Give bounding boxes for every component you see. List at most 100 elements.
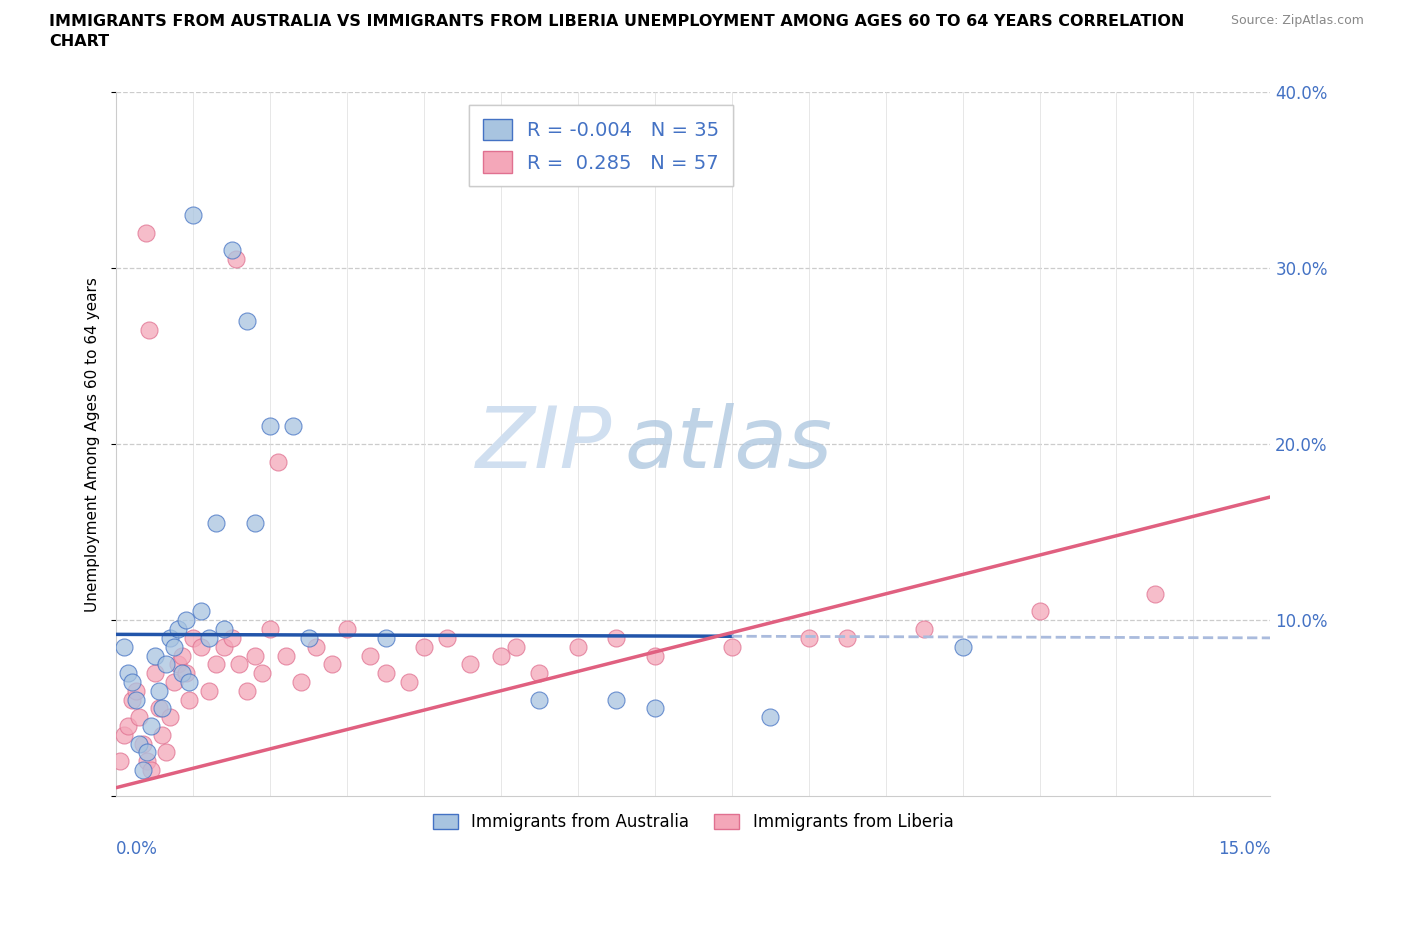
Point xyxy=(174,666,197,681)
Point xyxy=(152,701,174,716)
Text: atlas: atlas xyxy=(624,403,832,485)
Point xyxy=(243,516,266,531)
Point xyxy=(283,419,305,434)
Point xyxy=(112,727,135,742)
Point xyxy=(1143,587,1166,602)
Point xyxy=(205,516,228,531)
Text: 0.0%: 0.0% xyxy=(117,841,157,858)
Point xyxy=(205,657,228,671)
Point xyxy=(181,631,204,645)
Point xyxy=(259,419,281,434)
Point xyxy=(374,631,396,645)
Point xyxy=(489,648,512,663)
Point xyxy=(221,243,243,258)
Point xyxy=(644,701,666,716)
Text: Source: ZipAtlas.com: Source: ZipAtlas.com xyxy=(1230,14,1364,27)
Point xyxy=(152,727,174,742)
Point xyxy=(290,674,312,689)
Point xyxy=(243,648,266,663)
Point xyxy=(529,692,551,707)
Point xyxy=(139,763,162,777)
Point xyxy=(221,631,243,645)
Point xyxy=(134,225,156,240)
Point xyxy=(505,639,527,654)
Point xyxy=(321,657,343,671)
Legend: R = -0.004   N = 35, R =  0.285   N = 57: R = -0.004 N = 35, R = 0.285 N = 57 xyxy=(470,105,733,186)
Point xyxy=(952,639,974,654)
Point xyxy=(143,648,166,663)
Point xyxy=(148,701,170,716)
Point xyxy=(236,313,259,328)
Point xyxy=(159,631,181,645)
Point xyxy=(136,754,159,769)
Point xyxy=(159,710,181,724)
Point xyxy=(720,639,742,654)
Text: CHART: CHART xyxy=(49,34,110,49)
Point xyxy=(132,763,155,777)
Point xyxy=(163,674,186,689)
Point xyxy=(166,657,188,671)
Point xyxy=(190,604,212,618)
Point xyxy=(529,666,551,681)
Point xyxy=(124,692,146,707)
Point xyxy=(267,454,290,469)
Point xyxy=(197,684,219,698)
Point xyxy=(336,621,359,636)
Point xyxy=(132,737,155,751)
Point xyxy=(359,648,381,663)
Text: 15.0%: 15.0% xyxy=(1218,841,1271,858)
Point xyxy=(436,631,458,645)
Point xyxy=(252,666,274,681)
Point xyxy=(121,692,143,707)
Point xyxy=(236,684,259,698)
Point xyxy=(225,252,247,267)
Point xyxy=(305,639,328,654)
Point xyxy=(138,322,160,337)
Point xyxy=(567,639,589,654)
Point xyxy=(128,737,150,751)
Point xyxy=(605,692,627,707)
Point xyxy=(413,639,436,654)
Point xyxy=(212,639,235,654)
Point xyxy=(212,621,235,636)
Point xyxy=(759,710,782,724)
Point xyxy=(274,648,297,663)
Point xyxy=(166,621,188,636)
Point xyxy=(228,657,250,671)
Point xyxy=(797,631,820,645)
Point xyxy=(174,613,197,628)
Point xyxy=(458,657,481,671)
Point xyxy=(117,666,139,681)
Text: ZIP: ZIP xyxy=(477,403,613,485)
Point xyxy=(170,666,193,681)
Point xyxy=(139,719,162,734)
Point xyxy=(644,648,666,663)
Point xyxy=(143,666,166,681)
Point xyxy=(837,631,859,645)
Text: IMMIGRANTS FROM AUSTRALIA VS IMMIGRANTS FROM LIBERIA UNEMPLOYMENT AMONG AGES 60 : IMMIGRANTS FROM AUSTRALIA VS IMMIGRANTS … xyxy=(49,14,1185,29)
Point xyxy=(605,631,627,645)
Point xyxy=(190,639,212,654)
Point xyxy=(163,639,186,654)
Y-axis label: Unemployment Among Ages 60 to 64 years: Unemployment Among Ages 60 to 64 years xyxy=(86,276,100,612)
Point xyxy=(117,719,139,734)
Point xyxy=(374,666,396,681)
Point xyxy=(136,745,159,760)
Point xyxy=(155,657,177,671)
Point xyxy=(170,648,193,663)
Point xyxy=(121,674,143,689)
Point xyxy=(108,754,131,769)
Point xyxy=(181,207,204,222)
Point xyxy=(298,631,321,645)
Point xyxy=(197,631,219,645)
Point xyxy=(124,684,146,698)
Point xyxy=(259,621,281,636)
Point xyxy=(179,692,201,707)
Point xyxy=(148,684,170,698)
Point xyxy=(912,621,935,636)
Point xyxy=(155,745,177,760)
Point xyxy=(398,674,420,689)
Point xyxy=(1028,604,1050,618)
Point xyxy=(179,674,201,689)
Point xyxy=(128,710,150,724)
